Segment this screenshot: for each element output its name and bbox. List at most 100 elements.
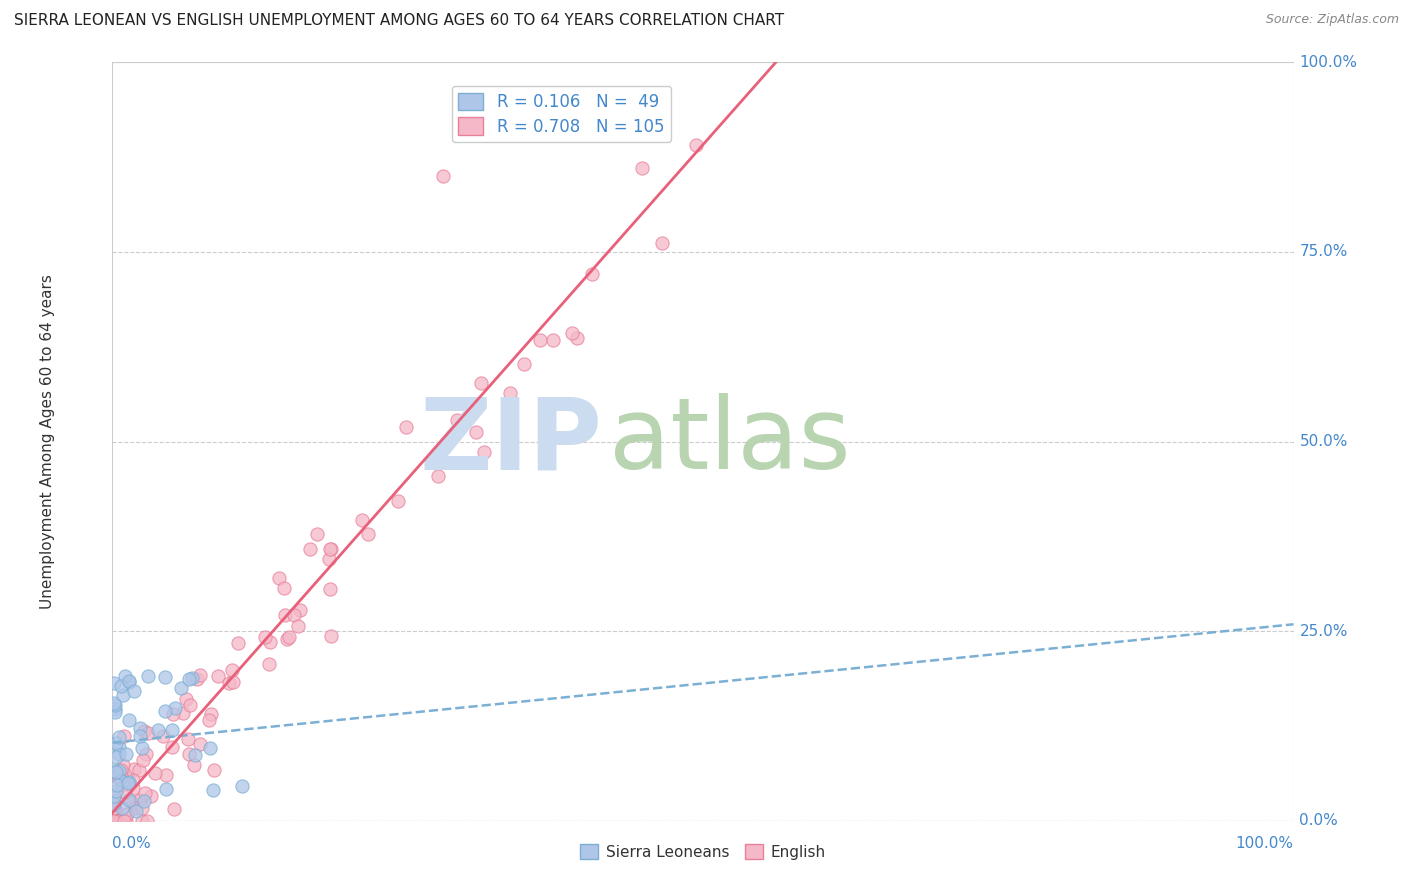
Point [188, 737, 211, 751]
Point [465, 425, 488, 440]
Point [103, 789, 125, 803]
Point [103, 697, 125, 711]
Point [110, 814, 132, 828]
Point [685, 137, 707, 152]
Point [125, 804, 148, 818]
Point [118, 774, 141, 789]
Point [155, 781, 177, 796]
Point [122, 772, 145, 787]
Point [172, 706, 194, 720]
Point [427, 469, 450, 483]
Point [183, 758, 205, 772]
Point [108, 814, 131, 828]
Point [198, 713, 221, 727]
Point [162, 707, 184, 722]
Point [134, 786, 156, 800]
Text: 0.0%: 0.0% [112, 836, 152, 851]
Point [131, 741, 153, 756]
Point [177, 731, 200, 746]
Point [135, 747, 157, 762]
Point [124, 801, 146, 815]
Point [110, 680, 132, 694]
Point [105, 814, 128, 828]
Text: atlas: atlas [609, 393, 851, 490]
Point [581, 267, 603, 281]
Point [108, 740, 131, 755]
Point [112, 814, 135, 828]
Point [163, 701, 186, 715]
Point [319, 542, 342, 557]
Point [179, 698, 201, 713]
Point [162, 739, 184, 754]
Text: Source: ZipAtlas.com: Source: ZipAtlas.com [1265, 13, 1399, 27]
Point [103, 764, 125, 778]
Point [186, 672, 208, 686]
Text: 100.0%: 100.0% [1299, 55, 1357, 70]
Text: 0.0%: 0.0% [1299, 814, 1339, 828]
Point [115, 808, 138, 822]
Point [104, 769, 127, 783]
Point [132, 753, 155, 767]
Point [114, 669, 136, 683]
Point [387, 494, 409, 508]
Point [111, 779, 134, 793]
Point [298, 541, 321, 556]
Point [118, 713, 141, 727]
Point [207, 669, 229, 683]
Point [163, 801, 186, 815]
Point [180, 672, 202, 686]
Point [103, 801, 125, 815]
Text: 75.0%: 75.0% [1299, 244, 1348, 260]
Point [105, 784, 128, 798]
Point [287, 619, 309, 633]
Point [274, 608, 297, 623]
Point [139, 789, 162, 804]
Text: 50.0%: 50.0% [1299, 434, 1348, 449]
Point [218, 676, 240, 690]
Point [136, 725, 159, 739]
Point [114, 747, 136, 761]
Point [318, 552, 340, 566]
Point [103, 814, 125, 828]
Text: ZIP: ZIP [420, 393, 603, 490]
Point [176, 691, 198, 706]
Point [134, 724, 156, 739]
Point [114, 814, 136, 828]
Point [470, 376, 492, 390]
Point [561, 326, 583, 340]
Point [395, 420, 418, 434]
Point [278, 630, 301, 644]
Point [226, 636, 249, 650]
Point [105, 814, 128, 828]
Point [103, 810, 125, 824]
Point [105, 778, 128, 792]
Point [107, 747, 129, 762]
Point [111, 767, 134, 781]
Point [110, 763, 132, 777]
Text: Unemployment Among Ages 60 to 64 years: Unemployment Among Ages 60 to 64 years [39, 274, 55, 609]
Point [122, 797, 145, 811]
Point [110, 814, 132, 828]
Point [118, 673, 141, 688]
Point [103, 797, 125, 811]
Point [153, 670, 176, 684]
Point [259, 635, 281, 649]
Point [105, 750, 128, 764]
Point [200, 741, 222, 756]
Point [155, 768, 177, 782]
Point [105, 805, 128, 819]
Point [202, 763, 225, 777]
Point [107, 731, 129, 745]
Point [184, 748, 207, 763]
Point [104, 702, 127, 716]
Point [177, 672, 200, 686]
Point [307, 526, 329, 541]
Point [107, 814, 129, 828]
Point [254, 630, 277, 644]
Point [565, 331, 588, 345]
Point [129, 793, 152, 807]
Point [107, 769, 129, 783]
Point [108, 764, 131, 779]
Text: 100.0%: 100.0% [1236, 836, 1294, 851]
Point [134, 794, 156, 808]
